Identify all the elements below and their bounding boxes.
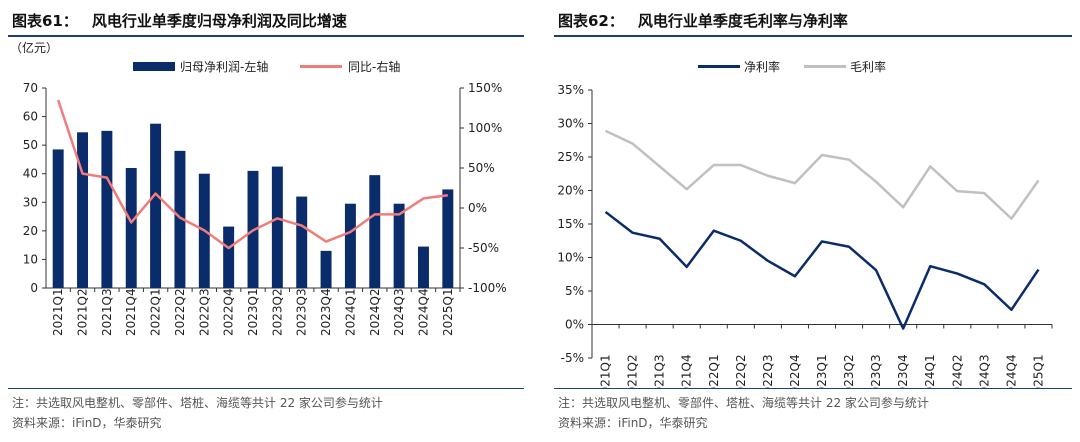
line-yoy-growth	[56, 99, 448, 250]
x-tick-label: 2024Q2	[950, 354, 964, 388]
left-unit-label: （亿元）	[10, 40, 58, 55]
bar-net-profit	[223, 226, 235, 288]
right-y-tick-label: 150%	[468, 81, 502, 95]
left-y-tick-label: 30	[23, 195, 38, 209]
x-tick-label: 2025Q1	[441, 288, 455, 336]
bar-net-profit	[369, 175, 381, 288]
x-tick-label: 2022Q3	[761, 354, 775, 388]
left-y-tick-label: 20	[23, 224, 38, 238]
y-tick-label: 15%	[557, 217, 584, 231]
x-tick-label: 2021Q3	[100, 288, 114, 336]
right-note: 注：共选取风电整机、零部件、塔桩、海缆等共计 22 家公司参与统计	[558, 396, 929, 410]
x-tick-label: 2021Q3	[653, 354, 667, 388]
x-tick-label: 2023Q2	[842, 354, 856, 388]
x-tick-label: 2021Q4	[124, 288, 138, 336]
bar-net-profit	[77, 132, 89, 288]
x-tick-label: 2025Q1	[1031, 354, 1045, 388]
bar-net-profit	[442, 189, 454, 288]
right-y-tick-label: -100%	[468, 281, 507, 295]
left-chart: （亿元） 归母净利润-左轴 同比-右轴 0 10 20 30 40 50 60 70 -100% -50…	[10, 40, 507, 336]
right-figure-title: 图表62： 风电行业单季度毛利率与净利率	[558, 10, 848, 31]
x-tick-label: 2024Q3	[977, 354, 991, 388]
left-y-tick-label: 10	[23, 252, 38, 266]
bar-net-profit	[125, 168, 137, 288]
bar-net-profit	[320, 250, 332, 288]
right-chart: 净利率 毛利率 -5% 0% 5% 10% 15% 20% 25% 30% 35% 2021Q1 202…	[557, 59, 1053, 388]
x-tick-label: 2023Q4	[319, 288, 333, 336]
x-tick-label: 2024Q4	[1004, 354, 1018, 388]
left-figure-title-text: 风电行业单季度归母净利润及同比增速	[91, 12, 347, 30]
y-tick-label: 20%	[557, 184, 584, 198]
y-tick-label: 25%	[557, 150, 584, 164]
legend-gross-margin-label: 毛利率	[850, 59, 886, 74]
x-tick-label: 2024Q1	[343, 288, 357, 336]
x-tick-label: 2022Q1	[149, 288, 163, 336]
x-tick-label: 2022Q1	[707, 354, 721, 388]
left-y-tick-label: 50	[23, 138, 38, 152]
x-tick-label: 2024Q3	[392, 288, 406, 336]
right-y-tick-label: 100%	[468, 121, 502, 135]
legend-bar-label: 归母净利润-左轴	[180, 59, 268, 74]
x-tick-label: 2023Q3	[295, 288, 309, 336]
right-title-rule	[554, 35, 1072, 37]
line-net-margin	[604, 210, 1040, 330]
x-tick-label: 2021Q2	[76, 288, 90, 336]
bar-net-profit	[271, 166, 283, 288]
right-y-tick-label: 0%	[468, 201, 487, 215]
x-tick-label: 2021Q4	[680, 354, 694, 388]
right-source: 资料来源：iFinD，华泰研究	[558, 416, 708, 430]
x-tick-label: 2022Q2	[173, 288, 187, 336]
y-tick-label: 5%	[565, 284, 584, 298]
x-tick-label: 2023Q2	[270, 288, 284, 336]
x-tick-label: 2022Q3	[197, 288, 211, 336]
y-tick-label: 0%	[565, 318, 584, 332]
right-figure-number: 图表62：	[558, 12, 624, 30]
bar-net-profit	[150, 123, 162, 288]
left-figure-number: 图表61：	[12, 12, 78, 30]
right-footer-rule	[554, 388, 1072, 389]
bar-net-profit	[101, 130, 113, 288]
left-source: 资料来源：iFinD，华泰研究	[12, 416, 162, 430]
bar-net-profit	[393, 203, 405, 288]
x-tick-label: 2021Q1	[51, 288, 65, 336]
bar-net-profit	[174, 150, 186, 288]
left-figure-title: 图表61： 风电行业单季度归母净利润及同比增速	[12, 10, 347, 31]
y-tick-label: 35%	[557, 83, 584, 97]
x-tick-label: 2024Q1	[923, 354, 937, 388]
left-y-tick-label: 70	[23, 81, 38, 95]
y-tick-label: 30%	[557, 117, 584, 131]
x-tick-label: 2022Q4	[222, 288, 236, 336]
x-tick-label: 2021Q1	[599, 354, 613, 388]
y-tick-label: 10%	[557, 251, 584, 265]
legend-bar-swatch	[133, 62, 175, 71]
x-tick-label: 2022Q4	[788, 354, 802, 388]
x-tick-label: 2023Q3	[869, 354, 883, 388]
left-footer-rule	[8, 388, 524, 389]
bar-net-profit	[417, 246, 429, 288]
left-title-rule	[8, 35, 524, 37]
line-gross-margin	[604, 129, 1040, 220]
left-figure-panel: 图表61： 风电行业单季度归母净利润及同比增速 （亿元） 归母净利润-左轴 同比-右轴…	[0, 0, 532, 442]
left-note: 注：共选取风电整机、零部件、塔桩、海缆等共计 22 家公司参与统计	[12, 396, 383, 410]
left-y-tick-label: 60	[23, 110, 38, 124]
x-tick-label: 2024Q4	[416, 288, 430, 336]
right-y-tick-label: -50%	[468, 241, 499, 255]
right-figure-title-text: 风电行业单季度毛利率与净利率	[637, 12, 848, 30]
right-y-tick-label: 50%	[468, 161, 495, 175]
bar-net-profit	[52, 149, 64, 288]
bar-net-profit	[344, 203, 356, 288]
bar-net-profit	[296, 196, 308, 288]
x-tick-label: 2022Q2	[734, 354, 748, 388]
left-y-tick-label: 0	[30, 281, 38, 295]
right-figure-panel: 图表62： 风电行业单季度毛利率与净利率 净利率 毛利率 -5% 0% 5% 10% 15% 2…	[546, 0, 1080, 442]
legend-line-label: 同比-右轴	[348, 59, 400, 74]
left-y-tick-label: 40	[23, 167, 38, 181]
x-tick-label: 2024Q2	[368, 288, 382, 336]
legend-net-margin-label: 净利率	[744, 59, 780, 74]
x-tick-label: 2023Q1	[815, 354, 829, 388]
y-tick-label: -5%	[561, 351, 584, 365]
x-tick-label: 2023Q4	[896, 354, 910, 388]
x-tick-label: 2023Q1	[246, 288, 260, 336]
x-tick-label: 2021Q2	[626, 354, 640, 388]
